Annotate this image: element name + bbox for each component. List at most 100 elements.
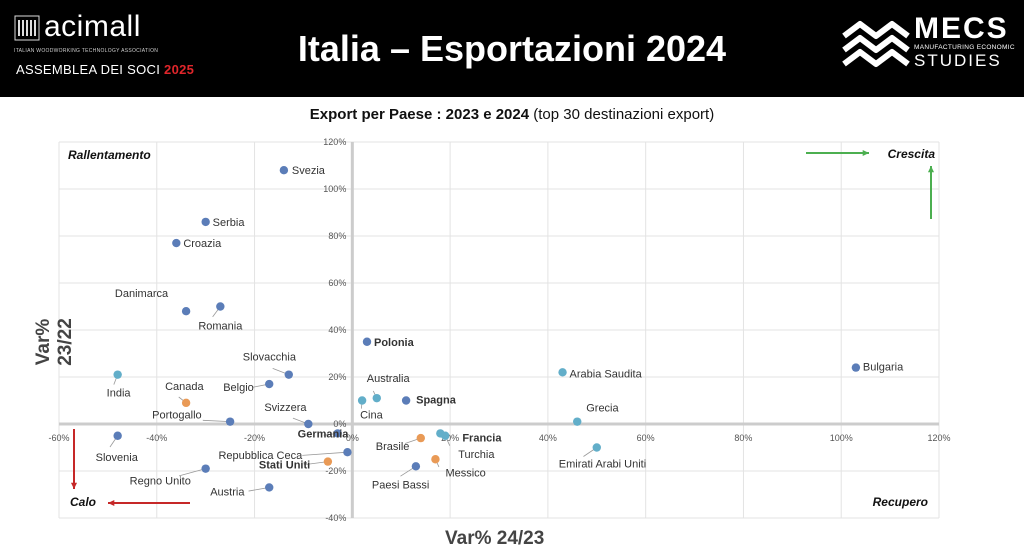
x-tick-label: 40%: [539, 433, 557, 443]
assembly-label: ASSEMBLEA DEI SOCI 2025: [16, 62, 194, 77]
data-point-slovenia: [113, 431, 122, 440]
header-bar: acimall ITALIAN WOODWORKING TECHNOLOGY A…: [0, 0, 1024, 97]
quadrant-label-bottom-left: Calo: [70, 495, 96, 509]
data-point-polonia: [362, 337, 372, 346]
data-label-slovacchia: Slovacchia: [243, 352, 297, 364]
quadrant-label-top-left: Rallentamento: [68, 148, 151, 162]
acimall-logo: acimall ITALIAN WOODWORKING TECHNOLOGY A…: [14, 10, 194, 80]
data-label-australia: Australia: [367, 373, 411, 385]
x-tick-label: 100%: [830, 433, 853, 443]
data-point-regno-unito: [201, 464, 210, 473]
data-label-francia: Francia: [462, 432, 502, 444]
chart-title-note: (top 30 destinazioni export): [533, 106, 715, 123]
quadrant-label-top-right: Crescita: [888, 147, 936, 161]
data-label-messico: Messico: [445, 467, 485, 479]
data-point-stati-uniti: [323, 457, 333, 466]
y-tick-label: 120%: [323, 137, 346, 147]
decline-arrow-left-icon-head: [108, 499, 115, 507]
data-label-repubblica-ceca: Repubblica Ceca: [218, 450, 303, 462]
data-point-belgio: [265, 379, 274, 389]
data-label-arabia-saudita: Arabia Saudita: [570, 368, 643, 380]
x-tick-label: -20%: [244, 433, 265, 443]
data-point-serbia: [201, 217, 210, 227]
growth-arrow-up-icon-head: [927, 166, 935, 173]
data-label-regno-unito: Regno Unito: [130, 476, 191, 488]
x-tick-label: 80%: [734, 433, 752, 443]
mecs-wave-icon: [842, 21, 910, 67]
data-point-bulgaria: [851, 363, 861, 372]
y-axis-title: Var% 23/22: [33, 318, 76, 366]
data-label-croazia: Croazia: [183, 238, 222, 250]
data-label-spagna: Spagna: [416, 395, 457, 407]
mecs-logo: MECS MANUFACTURING ECONOMIC STUDIES: [842, 12, 1015, 76]
quadrant-label-bottom-right: Recupero: [873, 495, 928, 509]
decline-arrow-down-icon-head: [70, 482, 78, 489]
data-label-grecia: Grecia: [586, 403, 619, 415]
x-tick-label: 120%: [927, 433, 950, 443]
data-point-spagna: [401, 396, 411, 405]
mecs-logo-word: MECS: [914, 12, 1009, 45]
acimall-tagline: ITALIAN WOODWORKING TECHNOLOGY ASSOCIATI…: [14, 48, 159, 54]
data-point-india: [113, 370, 122, 379]
data-label-canada: Canada: [165, 381, 204, 393]
x-tick-label: -40%: [146, 433, 167, 443]
data-point-croazia: [172, 238, 181, 248]
data-point-germania: [333, 429, 342, 438]
data-point-svezia: [279, 166, 289, 175]
mecs-tagline: MANUFACTURING ECONOMIC: [914, 44, 1015, 51]
acimall-logo-word: acimall: [44, 10, 141, 43]
assembly-text: ASSEMBLEA DEI SOCI: [16, 62, 161, 77]
data-point-repubblica-ceca: [343, 448, 352, 457]
growth-arrow-right-icon-head: [862, 149, 869, 157]
leader-line-repubblica-ceca: [302, 451, 348, 456]
data-point-portogallo: [225, 417, 235, 426]
y-tick-label: 80%: [328, 231, 346, 241]
y-tick-label: 40%: [328, 325, 346, 335]
data-label-belgio: Belgio: [223, 382, 254, 394]
x-tick-label: 20%: [441, 433, 459, 443]
chart-title-bold: Export per Paese : 2023 e 2024: [309, 106, 530, 123]
data-point-canada: [181, 398, 191, 408]
data-point-emirati-arabi-uniti: [592, 443, 601, 452]
x-tick-label: 0%: [346, 433, 359, 443]
data-label-stati-uniti: Stati Uniti: [259, 460, 310, 472]
data-label-brasile: Brasile: [376, 441, 410, 453]
y-tick-label: 100%: [323, 184, 346, 194]
data-label-paesi-bassi: Paesi Bassi: [372, 479, 429, 491]
data-label-germania: Germania: [298, 428, 350, 440]
data-point-romania: [216, 302, 225, 311]
y-tick-label: 0%: [333, 419, 346, 429]
data-label-portogallo: Portogallo: [152, 410, 202, 422]
data-label-serbia: Serbia: [213, 217, 246, 229]
data-point-danimarca: [181, 307, 191, 316]
data-label-india: India: [107, 388, 132, 400]
data-point-austria: [265, 483, 274, 492]
data-label-slovenia: Slovenia: [96, 452, 139, 464]
leader-line-portogallo: [202, 419, 231, 423]
x-tick-label: -60%: [48, 433, 69, 443]
page-title: Italia – Esportazioni 2024: [297, 28, 727, 69]
data-point-brasile: [416, 433, 425, 443]
leader-line-regno-unito: [178, 468, 206, 477]
y-tick-label: 60%: [328, 278, 346, 288]
data-label-romania: Romania: [198, 321, 243, 333]
data-point-messico: [431, 455, 440, 464]
chart-title: Export per Paese : 2023 e 2024 (top 30 d…: [0, 106, 1024, 123]
data-point-arabia-saudita: [558, 368, 567, 377]
data-label-danimarca: Danimarca: [115, 288, 169, 300]
y-tick-label: 20%: [328, 372, 346, 382]
mecs-studies-word: STUDIES: [914, 51, 1002, 70]
data-label-svezia: Svezia: [292, 165, 326, 177]
data-label-cina: Cina: [360, 410, 384, 422]
acimall-emblem-icon: [14, 15, 40, 41]
x-tick-label: 60%: [637, 433, 655, 443]
data-label-polonia: Polonia: [374, 337, 415, 349]
x-axis-title: Var% 24/23: [445, 528, 545, 549]
data-point-australia: [372, 393, 381, 403]
data-label-turchia: Turchia: [458, 449, 495, 461]
data-label-austria: Austria: [210, 486, 245, 498]
data-point-cina: [357, 396, 367, 405]
data-point-slovacchia: [284, 370, 293, 379]
data-label-emirati-arabi-uniti: Emirati Arabi Uniti: [559, 459, 646, 471]
